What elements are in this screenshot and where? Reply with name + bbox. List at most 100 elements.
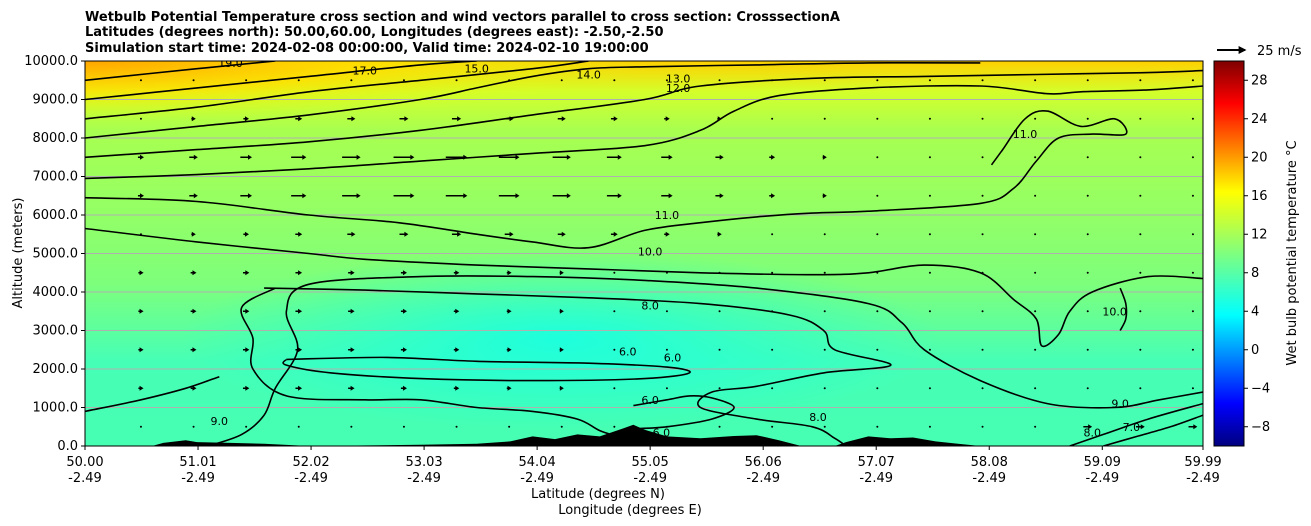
wind-vector: [393, 193, 415, 199]
wind-vector: [453, 385, 460, 391]
wind-vector: [455, 79, 458, 82]
wind-vector: [1191, 310, 1194, 313]
wind-vector: [823, 348, 826, 351]
x-tick-label-lon: -2.49: [633, 471, 667, 486]
wind-vector: [138, 347, 144, 353]
wind-vector: [981, 425, 984, 428]
wind-vector: [981, 156, 984, 159]
contour-label: 11.0: [655, 209, 680, 222]
colorbar-tick-label: 8: [1251, 266, 1259, 281]
wind-vector: [1086, 387, 1089, 390]
wind-vector: [139, 425, 142, 428]
wind-vector: [823, 271, 826, 274]
wind-vector: [718, 310, 721, 313]
wind-vector: [348, 270, 355, 276]
colorbar: −8 −4 0 4 8 12 16 20 24 28 Wet bulb potential tem…: [1213, 60, 1300, 447]
wind-vector: [400, 270, 407, 276]
wind-vector: [613, 348, 616, 351]
contour-label: 10.0: [1102, 305, 1127, 318]
y-axis-ticks: 0.0 1000.0 2000.0 3000.0 4000.0 5000.0 6000.0 7…: [24, 54, 85, 454]
wind-vector: [661, 193, 673, 199]
wind-vector: [665, 348, 668, 351]
wind-vector: [242, 270, 250, 276]
wind-vector: [137, 193, 144, 199]
x-tick-label-lat: 50.00: [66, 455, 103, 470]
x-tick-label-lon: -2.49: [1186, 471, 1220, 486]
wind-vector: [504, 231, 514, 237]
x-tick-label-lat: 54.04: [519, 455, 556, 470]
wind-vector: [1139, 79, 1142, 82]
wind-vector: [1139, 387, 1142, 390]
x-tick-label-lat: 55.05: [632, 455, 669, 470]
wind-vector: [453, 347, 460, 353]
wind-vector: [297, 425, 300, 428]
wind-vector: [1191, 348, 1194, 351]
wind-vector: [245, 425, 248, 428]
wind-vector: [506, 270, 512, 276]
x-tick-label-lat: 59.99: [1184, 455, 1221, 470]
wind-vector: [665, 310, 668, 313]
wind-vector: [718, 79, 721, 82]
wind-vector: [243, 231, 249, 237]
wind-vector: [981, 387, 984, 390]
wind-vector: [610, 231, 618, 237]
colorbar-ticks: −8 −4 0 4 8 12 16 20 24 28: [1244, 73, 1270, 435]
wind-vector: [557, 231, 566, 237]
x-tick-label-lon: -2.49: [520, 471, 554, 486]
wind-vector: [242, 308, 250, 314]
wind-vector: [928, 425, 931, 428]
wind-vector: [1191, 387, 1194, 390]
y-tick-label: 0.0: [57, 439, 78, 454]
x-tick-label-lat: 51.01: [179, 455, 216, 470]
contour-12: [85, 84, 1203, 180]
wind-vector: [876, 310, 879, 313]
wind-vector: [1191, 79, 1194, 82]
wind-vector: [506, 385, 512, 391]
wind-vector: [876, 387, 879, 390]
wind-vector: [451, 231, 462, 237]
contour-label: 9.0: [1111, 398, 1129, 411]
wind-vector: [400, 308, 407, 314]
contour-label: 12.0: [666, 82, 691, 95]
wind-vector: [769, 154, 776, 160]
wind-vector: [1086, 79, 1089, 82]
x-tick-label-lat: 56.06: [745, 455, 782, 470]
contour-10: [1119, 287, 1128, 331]
wind-vector: [981, 194, 984, 197]
wind-vector: [297, 79, 300, 82]
x-tick-label-lon: -2.49: [294, 471, 328, 486]
wind-vector: [613, 271, 616, 274]
wind-vector: [606, 193, 622, 199]
wind-vector: [1139, 233, 1142, 236]
wind-vector: [506, 308, 512, 314]
y-tick-label: 8000.0: [33, 131, 79, 146]
wind-vector: [508, 425, 511, 428]
wind-vector: [715, 193, 724, 199]
wind-vector: [399, 116, 409, 122]
wind-vector: [718, 348, 721, 351]
wind-vector: [718, 387, 721, 390]
x-tick-label-lon: -2.49: [68, 471, 102, 486]
x-tick-label-lon: -2.49: [1085, 471, 1119, 486]
wind-vector: [823, 310, 826, 313]
wind-vector: [613, 387, 616, 390]
wind-vector: [1139, 348, 1142, 351]
quiver-key-label: 25 m/s: [1257, 44, 1302, 59]
wind-vector: [295, 116, 303, 122]
colorbar-tick-label: 20: [1251, 150, 1268, 165]
x-axis-label-lon: Longitude (degrees E): [558, 503, 702, 518]
wind-vector: [771, 348, 774, 351]
wind-vector: [606, 154, 622, 160]
wind-vector: [552, 193, 571, 199]
x-tick-label-lon: -2.49: [972, 471, 1006, 486]
wind-vector: [1191, 156, 1194, 159]
wind-vector: [190, 308, 197, 314]
wind-vector: [393, 154, 415, 160]
wind-vector: [402, 79, 405, 82]
contour-label: 13.0: [666, 72, 691, 85]
contour-lines: [85, 61, 1203, 446]
wind-vector: [1188, 424, 1198, 430]
wind-vector: [613, 79, 616, 82]
contour-9: [207, 275, 1203, 446]
